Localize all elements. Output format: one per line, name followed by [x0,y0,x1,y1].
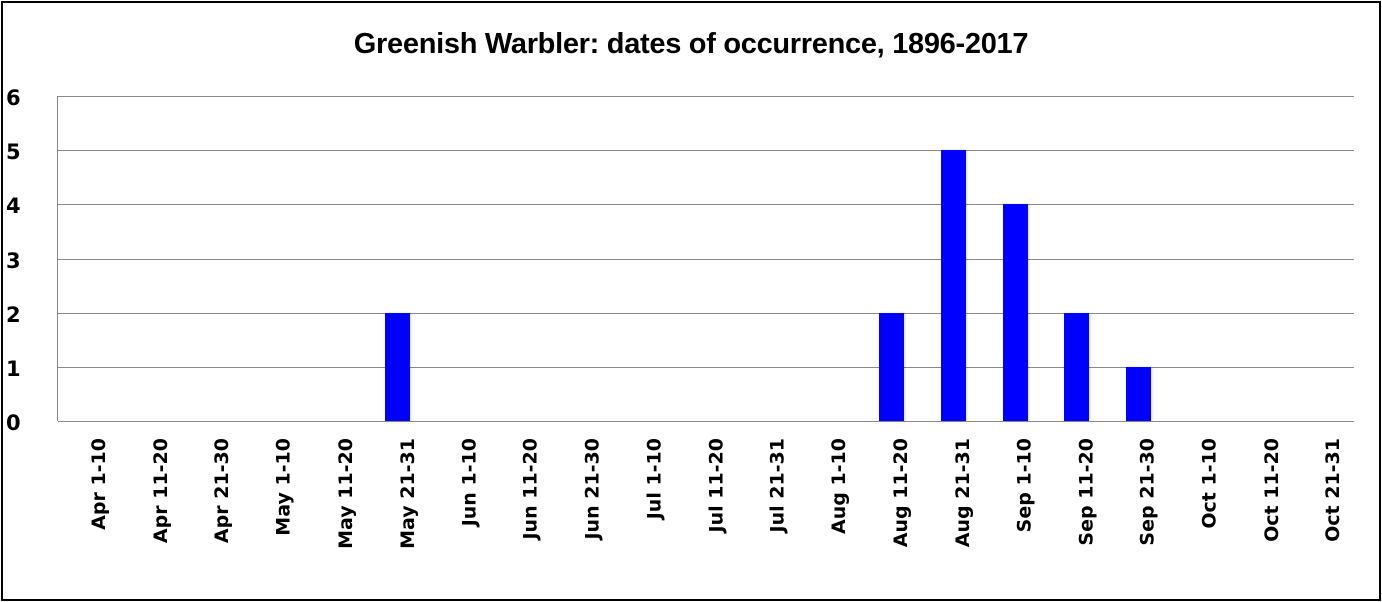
x-tick-text: Sep 11-20 [1075,438,1098,546]
x-tick-text: Jul 11-20 [705,438,727,533]
bar [879,312,905,421]
x-tick-text: Apr 1-10 [87,438,110,530]
x-tick-text: May 11-20 [334,438,357,549]
x-tick-text: Oct 1-10 [1198,438,1221,529]
gridline [58,258,1354,260]
x-tick-text: Aug 21-31 [951,438,974,548]
plot-area [57,96,1354,422]
x-tick-text: May 21-31 [396,438,419,549]
chart-title: Greenish Warbler: dates of occurrence, 1… [353,28,1029,60]
x-tick-text: May 1-10 [273,438,295,536]
gridline [58,366,1354,368]
x-tick-text: Jun 1-10 [458,438,481,527]
y-tick-label: 3 [6,248,21,273]
gridline [58,96,1354,97]
x-tick-text: Jul 21-31 [766,438,789,533]
x-tick-text: Apr 11-20 [149,438,172,544]
x-tick-text: Aug 1-10 [828,438,851,534]
bar [1002,204,1028,421]
x-tick-text: Aug 11-20 [890,438,913,548]
y-tick-label: 2 [6,302,21,327]
y-tick-label: 1 [6,356,21,381]
gridline [58,421,1354,422]
bar [385,312,411,421]
y-tick-label: 6 [6,86,21,110]
x-tick-text: Sep 21-30 [1137,438,1159,546]
bar [940,150,966,421]
x-tick-text: Oct 11-20 [1260,438,1283,542]
gridline [58,150,1354,152]
x-tick-text: Apr 21-30 [211,438,234,544]
y-tick-label: 4 [6,194,21,219]
x-tick-text: Jun 11-20 [519,438,542,540]
x-tick-text: Sep 1-10 [1013,438,1036,533]
x-tick-text: Jun 21-30 [581,438,604,540]
x-tick-text: Jul 1-10 [643,438,666,520]
bar [1064,312,1090,421]
bar [1126,366,1151,421]
y-tick-label: 5 [6,140,21,165]
gridline [58,204,1354,206]
gridline [58,312,1354,314]
x-tick-text: Oct 21-31 [1322,438,1345,542]
y-tick-label: 0 [6,411,21,435]
